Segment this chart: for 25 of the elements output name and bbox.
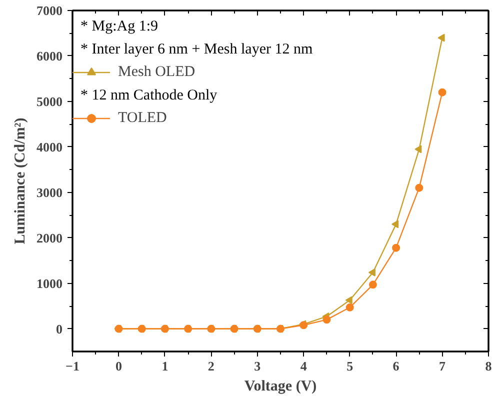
annotation: * Mg:Ag 1:9 <box>80 18 158 34</box>
x-tick-label: 7 <box>439 358 446 374</box>
y-tick-label: 3000 <box>36 184 62 200</box>
y-axis-title: Luminance (Cd/m²) <box>12 118 28 244</box>
y-tick-label: 1000 <box>36 276 62 291</box>
y-tick-label: 4000 <box>36 139 62 154</box>
x-tick-label: 2 <box>208 358 214 374</box>
annotation: * Inter layer 6 nm + Mesh layer 12 nm <box>80 42 313 58</box>
x-tick-label: 4 <box>300 358 308 374</box>
legend-label: TOLED <box>118 110 167 126</box>
y-tick-label: 7000 <box>36 3 62 18</box>
x-tick-label: 8 <box>485 358 492 374</box>
y-tick-label: 5000 <box>36 94 62 109</box>
x-tick-label: −1 <box>66 358 80 374</box>
x-tick-label: 6 <box>392 358 400 374</box>
y-tick-label: 2000 <box>36 230 62 246</box>
annotation: * 12 nm Cathode Only <box>80 88 218 104</box>
y-tick-label: 6000 <box>36 48 62 64</box>
x-tick-label: 1 <box>162 358 168 374</box>
legend-label: Mesh OLED <box>118 64 196 80</box>
x-axis-title: Voltage (V) <box>244 378 317 394</box>
y-tick-label: 0 <box>56 321 62 336</box>
x-tick-label: 3 <box>254 358 262 374</box>
x-tick-label: 5 <box>346 358 354 374</box>
x-tick-label: 0 <box>115 358 122 374</box>
